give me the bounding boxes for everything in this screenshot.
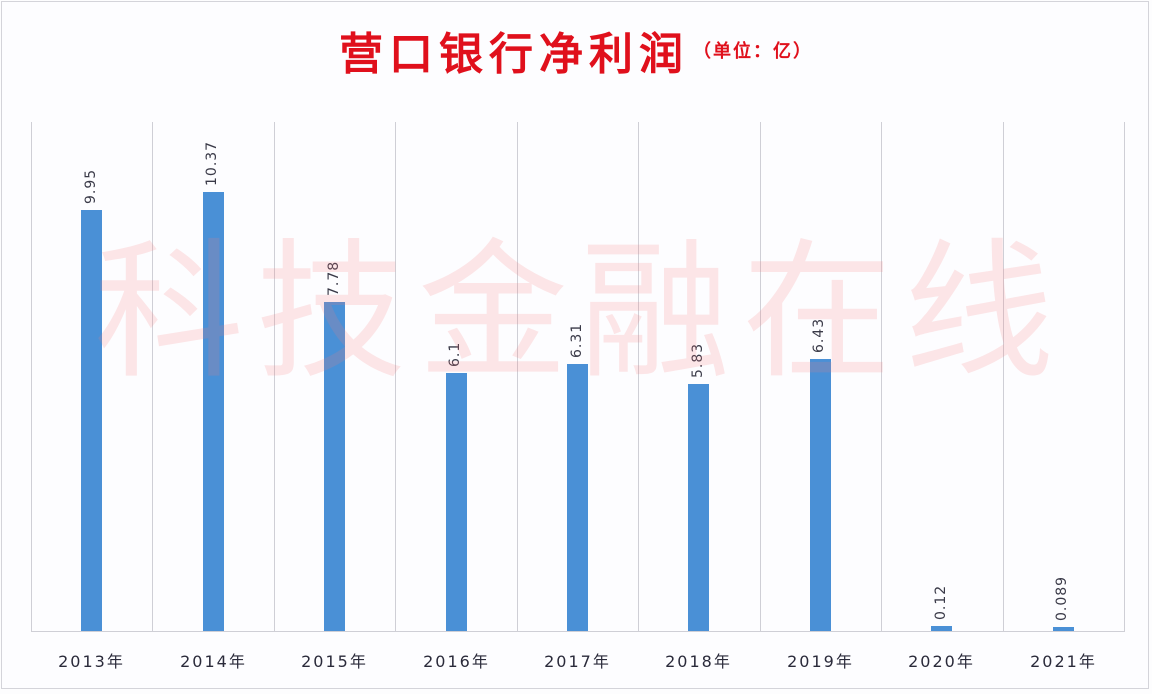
bar [810,359,831,631]
gridline [1003,122,1004,632]
x-axis-label: 2014年 [180,652,247,671]
chart-title: 营口银行净利润 （单位：亿） [0,18,1152,82]
gridline [517,122,518,632]
chart-title-unit: （单位：亿） [693,41,813,62]
data-label: 6.43 [811,317,827,353]
gridline [395,122,396,632]
x-axis-label: 2015年 [301,652,368,671]
bar [931,626,952,631]
gridline [881,122,882,632]
x-axis-label: 2019年 [787,652,854,671]
gridline [31,122,32,632]
data-label: 7.78 [326,260,342,296]
bar [1053,627,1074,631]
gridline [274,122,275,632]
data-label: 5.83 [690,342,706,378]
x-axis-label: 2013年 [58,652,125,671]
data-label: 10.37 [204,140,220,186]
bar [203,192,224,631]
gridline [638,122,639,632]
bar [688,384,709,631]
data-label: 0.12 [933,584,949,620]
data-label: 9.95 [83,168,99,204]
bar [567,364,588,631]
gridline [1124,122,1125,632]
data-label: 0.089 [1054,575,1070,621]
x-axis-label: 2021年 [1030,652,1097,671]
x-axis-label: 2017年 [544,652,611,671]
data-label: 6.31 [569,322,585,358]
gridline [152,122,153,632]
bar [324,302,345,631]
bar [81,210,102,631]
chart-title-main: 营口银行净利润 [339,29,689,80]
x-axis-label: 2018年 [665,652,732,671]
bar [446,373,467,631]
x-axis-label: 2016年 [423,652,490,671]
gridline [760,122,761,632]
data-label: 6.1 [447,341,463,367]
x-axis-line [31,631,1125,632]
x-axis-label: 2020年 [908,652,975,671]
